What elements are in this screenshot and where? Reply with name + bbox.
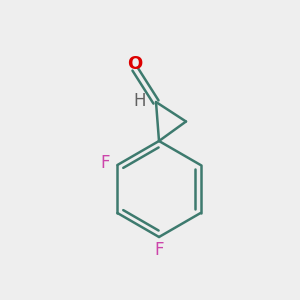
Text: F: F [154,241,164,259]
Text: O: O [128,56,142,74]
Text: F: F [100,154,110,172]
Text: H: H [133,92,146,110]
